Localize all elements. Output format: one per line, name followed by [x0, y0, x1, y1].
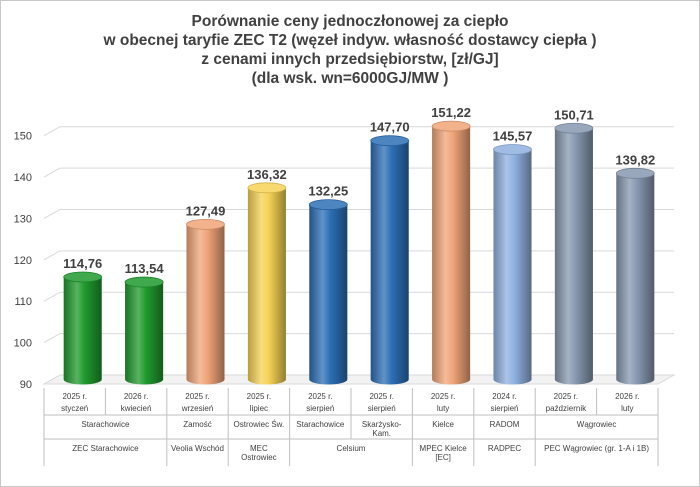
x-group-location: Starachowice — [81, 420, 130, 429]
bar-body — [247, 187, 286, 385]
y-tick-label: 150 — [14, 131, 32, 143]
bar-body — [493, 149, 532, 385]
bar-top — [124, 276, 164, 288]
y-tick-label: 90 — [20, 379, 32, 391]
data-label: 113,54 — [125, 261, 165, 276]
bar — [63, 271, 103, 385]
bar-top — [370, 135, 410, 147]
gridline-side — [43, 126, 61, 137]
chart-title: Porównanie ceny jednoczłonowej za ciepło… — [0, 12, 700, 88]
x-tick-month: październik — [546, 404, 587, 413]
bar-top — [431, 120, 471, 132]
bar — [615, 167, 655, 385]
gridline-side — [43, 209, 61, 219]
bar-body — [554, 128, 593, 385]
data-label: 127,49 — [186, 203, 226, 218]
y-tick-label: 130 — [14, 213, 32, 225]
x-tick-year: 2026 r. — [615, 392, 639, 401]
x-group-company: PEC Wągrowiec (gr. 1-A i 1B) — [544, 444, 649, 453]
x-tick-year: 2024 r. — [492, 392, 516, 401]
bar — [186, 218, 225, 385]
x-tick-month: sierpień — [368, 404, 396, 413]
gridline-side — [43, 167, 61, 178]
bar — [554, 122, 594, 385]
data-label: 151,22 — [431, 105, 471, 120]
data-label: 136,32 — [247, 167, 287, 182]
x-group-company: ZEC Starachowice — [72, 444, 139, 453]
x-group-location: RADOM — [490, 420, 520, 429]
x-tick-year: 2026 r. — [124, 392, 148, 401]
bar — [370, 135, 410, 385]
x-tick-year: 2025 r. — [369, 392, 393, 401]
bar-body — [309, 204, 348, 385]
bar-body — [370, 140, 409, 385]
chart-title-line-2: w obecnej taryfie ZEC T2 (węzeł indyw. w… — [103, 32, 597, 49]
bar-top — [186, 218, 225, 230]
gridline-side — [43, 250, 61, 261]
chart-title-line-3: z cenami innych przedsiębiorstw, [zł/GJ] — [201, 51, 499, 68]
data-label: 132,25 — [308, 184, 348, 199]
bar — [124, 276, 164, 385]
bar — [247, 182, 287, 385]
x-tick-month: luty — [621, 404, 633, 413]
x-group-company: [EC] — [435, 453, 451, 462]
bar — [493, 144, 532, 385]
x-tick-year: 2025 r. — [431, 392, 455, 401]
y-tick-label: 140 — [14, 172, 32, 184]
x-group-company: RADPEC — [488, 444, 522, 453]
y-tick-label: 100 — [14, 338, 32, 350]
y-tick-label: 120 — [14, 255, 32, 267]
x-group-location: Zamość — [183, 420, 211, 429]
x-tick-month: sierpień — [306, 404, 334, 413]
x-tick-year: 2025 r. — [185, 392, 209, 401]
chart-title-line-1: Porównanie ceny jednoczłonowej za ciepło — [191, 13, 509, 30]
bar — [308, 199, 348, 385]
x-group-location: Kam. — [372, 429, 391, 438]
gridline-side — [43, 291, 61, 302]
bar-top — [308, 199, 348, 211]
x-tick-month: kwiecień — [121, 404, 152, 413]
data-label: 114,76 — [63, 256, 102, 271]
x-group-company: MEC — [250, 444, 268, 453]
axis-labels: 90 100 110 120 130 140 150 114,76 113,54 127,49 13… — [14, 105, 659, 466]
x-group-location: Wągrowiec — [577, 420, 617, 429]
bar-top — [615, 167, 655, 179]
x-group-location: Ostrowiec Św. — [234, 420, 285, 429]
x-group-location: Kielce — [432, 420, 454, 429]
bar-body — [616, 173, 655, 385]
bar-top — [493, 144, 532, 155]
plot-area — [42, 120, 676, 385]
x-tick-year: 2025 r. — [554, 392, 578, 401]
bar-top — [247, 182, 287, 194]
bar-top — [63, 271, 103, 283]
x-group-company: Celsium — [337, 444, 366, 453]
x-group-company: MPEC Kielce — [420, 444, 468, 453]
x-group-company: Veolia Wschód — [171, 444, 224, 453]
x-tick-year: 2025 r. — [247, 392, 271, 401]
y-tick-label: 110 — [14, 296, 32, 308]
bar-top — [554, 122, 594, 134]
x-tick-month: styczeń — [61, 404, 88, 413]
x-tick-month: luty — [437, 404, 449, 413]
data-label: 139,82 — [615, 152, 655, 167]
bar-body — [432, 126, 471, 385]
bar-body — [63, 277, 102, 385]
data-label: 147,70 — [370, 120, 410, 135]
x-tick-year: 2025 r. — [62, 392, 86, 401]
chart-title-line-4: (dla wsk. wn=6000GJ/MW ) — [251, 70, 449, 87]
data-label: 145,57 — [493, 129, 533, 144]
x-tick-month: sierpień — [490, 404, 518, 413]
x-group-company: Ostrowiec — [241, 453, 277, 462]
bar — [431, 120, 471, 385]
x-tick-year: 2025 r. — [308, 392, 332, 401]
gridline-side — [43, 333, 61, 344]
x-group-location: Starachowice — [296, 420, 345, 429]
bar-body — [125, 282, 164, 385]
data-label: 150,71 — [554, 107, 594, 122]
bar-body — [186, 224, 225, 385]
x-group-location: Skarżysko- — [362, 420, 402, 429]
x-tick-month: lipiec — [250, 404, 268, 413]
x-tick-month: wrzesień — [181, 404, 214, 413]
